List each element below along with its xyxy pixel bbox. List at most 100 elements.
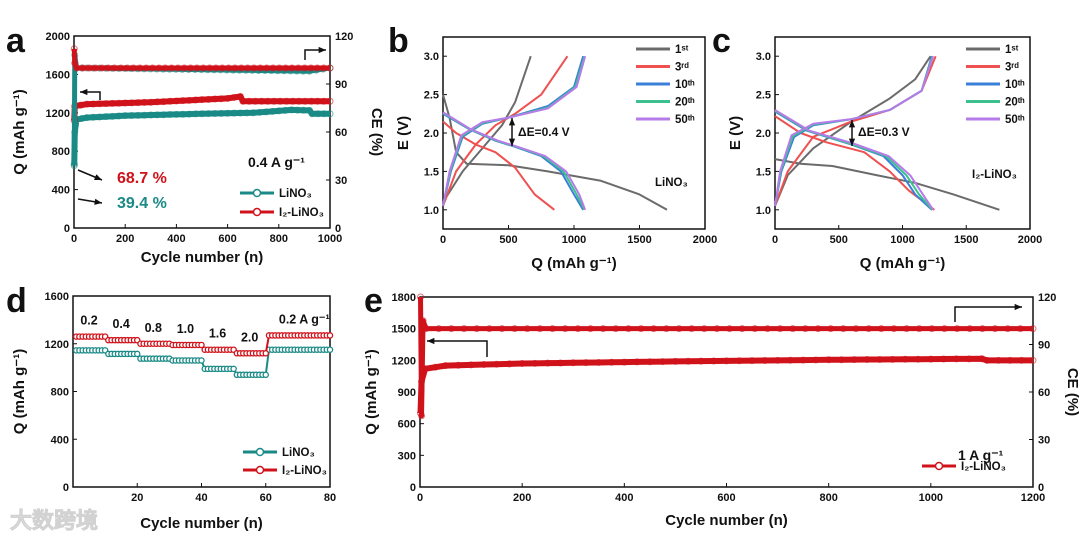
right-axis-arrow [304, 49, 326, 60]
data-point [224, 94, 232, 102]
y-tick-label: 0 [410, 482, 416, 494]
legend-cycle-2-label: 10ᵗʰ [1005, 79, 1025, 91]
data-point [953, 325, 961, 333]
y-tick-label: 1600 [45, 291, 69, 303]
data-point [460, 325, 468, 333]
y-tick-label: 300 [398, 450, 416, 462]
data-point [659, 358, 667, 366]
teal-arrow-head [94, 198, 102, 205]
x-tick-label: 0 [71, 233, 77, 245]
legend-i2-lino3-marker [252, 207, 262, 217]
panel-label: b [388, 22, 409, 60]
data-point [326, 97, 334, 105]
y-axis-label: Q (mAh g⁻¹) [363, 349, 380, 434]
legend-cycle-2-label: 10ᵗʰ [675, 79, 695, 91]
data-point [556, 359, 564, 367]
data-point [825, 356, 833, 364]
data-point [991, 325, 999, 333]
panel-label: a [6, 22, 26, 60]
y-tick-label: 400 [51, 434, 69, 446]
x-tick-label: 40 [195, 492, 207, 504]
red-arrow-head [94, 174, 102, 181]
legend-cycle-3-label: 20ᵗʰ [1005, 97, 1025, 109]
x-tick-label: 400 [167, 233, 185, 245]
data-point [1016, 325, 1024, 333]
y2-tick-label: 120 [1038, 292, 1056, 304]
charge-curve-4 [774, 55, 935, 207]
data-point [262, 350, 269, 357]
x-tick-label: 1000 [318, 233, 342, 245]
data-point [447, 325, 455, 333]
x-tick-label: 20 [131, 492, 143, 504]
discharge-curve-4 [442, 111, 587, 211]
data-point [595, 358, 603, 366]
data-point [442, 362, 450, 370]
legend-i2-lino3-label: I₂-LiNO₃ [282, 465, 327, 477]
rate-label: 2.0 [241, 330, 258, 344]
x-tick-label: 500 [830, 234, 848, 246]
panel-label: e [364, 282, 383, 320]
x-tick-label: 1200 [1021, 492, 1045, 504]
discharge-curve-0 [774, 158, 1000, 211]
right-axis-arrow-head [1014, 303, 1022, 311]
data-point [518, 360, 526, 367]
data-point [812, 356, 820, 364]
data-point [493, 360, 501, 368]
y-tick-label: 2.5 [756, 90, 771, 102]
data-point [230, 93, 238, 101]
legend-i2-lino3-marker [934, 461, 944, 471]
data-point [435, 325, 443, 333]
panel-a [70, 35, 334, 229]
data-point [837, 356, 845, 364]
y-tick-label: 400 [52, 185, 70, 197]
data-point [865, 325, 873, 333]
data-point [230, 365, 237, 373]
x-tick-label: 800 [819, 492, 837, 504]
data-point [876, 355, 884, 363]
y2-axis-label: CE (%) [368, 108, 385, 156]
legend-i2-lino3-label: I₂-LiNO₃ [961, 461, 1006, 473]
data-point [549, 325, 557, 333]
x-tick-label: 1500 [954, 234, 978, 246]
current-density-label: 1 A g⁻¹ [958, 447, 1004, 463]
left-axis-arrow [427, 340, 488, 357]
legend-cycle-1-label: 3ʳᵈ [1005, 62, 1019, 74]
y-tick-label: 2.5 [424, 90, 439, 102]
legend-cycle-3-label: 20ᵗʰ [675, 97, 695, 109]
data-point [700, 325, 708, 333]
data-point [761, 356, 769, 364]
data-point [850, 356, 858, 364]
data-point [561, 325, 569, 333]
annotation-red-percent: 68.7 % [117, 170, 167, 187]
data-point [965, 355, 973, 363]
y-axis-label: E (V) [395, 116, 412, 150]
rate-label: 0.4 [112, 317, 129, 331]
data-point [814, 325, 822, 333]
y-tick-label: 800 [51, 387, 69, 399]
x-tick-label: 800 [270, 233, 288, 245]
y2-tick-label: 90 [1038, 340, 1050, 352]
data-point [738, 325, 746, 333]
legend-i2-lino3-label: I₂-LiNO₃ [279, 207, 324, 219]
x-axis-label: Cycle number (n) [141, 249, 264, 266]
data-point [901, 355, 909, 363]
data-point [71, 59, 79, 67]
charge-curve-0 [442, 55, 532, 203]
y-tick-label: 0 [63, 482, 69, 494]
series-line-3 [71, 48, 330, 71]
data-point [498, 325, 506, 333]
data-point [599, 325, 607, 333]
annotation-teal-percent: 39.4 % [117, 195, 167, 212]
data-point [697, 357, 705, 365]
x-axis-label: Q (mAh g⁻¹) [531, 255, 616, 272]
y-tick-label: 600 [398, 419, 416, 431]
plot-frame [419, 296, 1034, 488]
legend-lino3-marker [255, 447, 265, 457]
legend-cycle-0-label: 1ˢᵗ [675, 44, 689, 56]
rate-label: 1.0 [177, 322, 194, 336]
panel-label: c [712, 22, 731, 60]
data-point [978, 325, 986, 333]
data-point [914, 355, 922, 363]
delta-e-label: ΔE=0.4 V [518, 125, 570, 139]
right-axis-arrow [954, 306, 1022, 322]
